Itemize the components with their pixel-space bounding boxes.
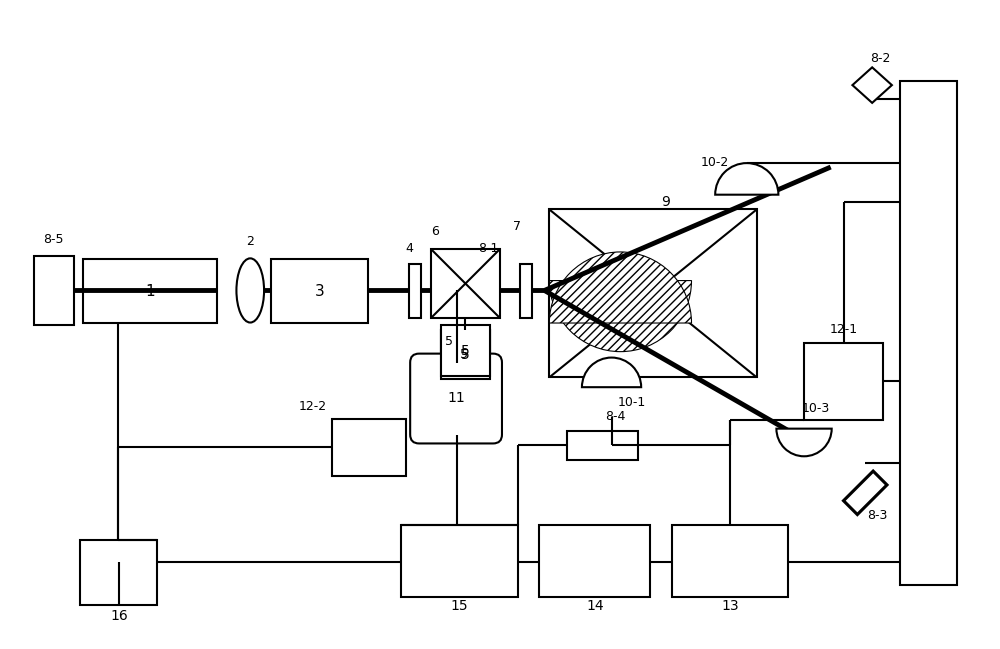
FancyBboxPatch shape (410, 354, 502, 443)
Bar (567, 431, 638, 460)
Text: 12-2: 12-2 (298, 400, 327, 413)
Bar (34, 256, 74, 325)
Text: 1: 1 (146, 284, 155, 299)
Bar (539, 526, 650, 598)
Text: 8-5: 8-5 (44, 232, 64, 245)
Text: 2: 2 (246, 234, 254, 247)
Text: 8-2: 8-2 (870, 52, 890, 65)
Text: 5: 5 (461, 344, 470, 358)
Polygon shape (852, 67, 892, 103)
Text: 15: 15 (451, 599, 468, 613)
Bar (271, 259, 368, 323)
Text: 12-1: 12-1 (829, 323, 858, 336)
Text: 6: 6 (431, 225, 439, 238)
Bar (401, 526, 518, 598)
Wedge shape (582, 358, 641, 387)
Bar (332, 419, 406, 476)
Bar (83, 259, 217, 323)
Text: 11: 11 (448, 391, 465, 405)
Wedge shape (715, 163, 778, 195)
Text: 7: 7 (513, 220, 521, 233)
Text: 14: 14 (586, 599, 604, 613)
Wedge shape (549, 252, 692, 323)
Wedge shape (776, 428, 832, 456)
Text: 8-1: 8-1 (478, 243, 498, 256)
Bar (549, 210, 757, 377)
Text: 5: 5 (461, 348, 470, 361)
Bar (409, 263, 421, 318)
Text: 10-2: 10-2 (701, 156, 729, 169)
Text: 8-3: 8-3 (867, 509, 887, 522)
Text: 9: 9 (661, 195, 670, 208)
Text: 10-1: 10-1 (618, 397, 646, 410)
Ellipse shape (236, 258, 264, 323)
Text: 8-4: 8-4 (605, 410, 626, 423)
Bar (520, 263, 532, 318)
Bar (80, 540, 157, 606)
Text: 3: 3 (314, 284, 324, 299)
Bar (804, 343, 883, 420)
Text: 5: 5 (445, 336, 453, 349)
Bar (441, 325, 490, 376)
Text: 16: 16 (110, 609, 128, 623)
Bar (441, 330, 490, 379)
Text: 10-3: 10-3 (802, 402, 830, 415)
Bar (431, 249, 500, 318)
Bar (672, 526, 788, 598)
Bar (441, 330, 490, 379)
Bar (900, 81, 957, 585)
Text: 4: 4 (405, 243, 413, 256)
Wedge shape (549, 280, 692, 352)
Text: 5: 5 (460, 348, 468, 361)
Polygon shape (844, 471, 887, 515)
Text: 13: 13 (721, 599, 739, 613)
